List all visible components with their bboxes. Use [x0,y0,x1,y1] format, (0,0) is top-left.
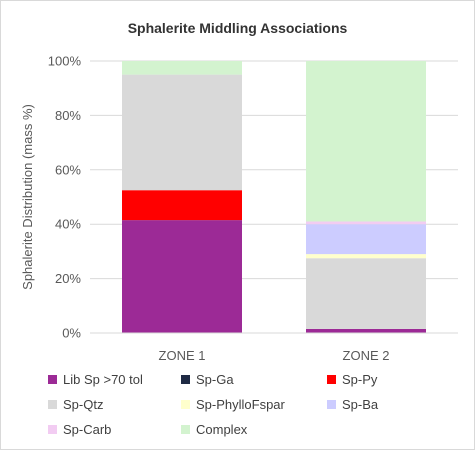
bar-segment [306,224,426,255]
bar-segment [122,74,242,191]
legend-label: Sp-Ba [342,397,379,412]
x-tick-label: ZONE 2 [343,348,390,363]
bar-segment [122,220,242,333]
legend-item: Sp-Ga [181,372,234,387]
legend-label: Sp-Py [342,372,378,387]
legend-label: Sp-Carb [63,422,112,437]
bar-segment [306,328,426,333]
legend-item: Lib Sp >70 tol [48,372,143,387]
legend-swatch [181,375,190,384]
legend-swatch [48,400,57,409]
legend-label: Sp-Qtz [63,397,104,412]
legend-swatch [181,400,190,409]
y-tick-label: 100% [48,54,82,69]
legend-swatch [181,425,190,434]
bar-segment [122,61,242,75]
bar-segment [306,221,426,225]
y-tick-label: 20% [55,271,81,286]
y-tick-label: 40% [55,217,81,232]
legend-label: Lib Sp >70 tol [63,372,143,387]
legend-swatch [48,375,57,384]
legend-item: Sp-Py [327,372,377,387]
legend-label: Complex [196,422,248,437]
legend-item: Sp-Carb [48,422,111,437]
legend-swatch [327,375,336,384]
y-tick-label: 0% [62,326,81,341]
y-axis-title: Sphalerite Distribution (mass %) [20,104,35,290]
legend-item: Complex [181,422,247,437]
legend-label: Sp-Ga [196,372,234,387]
legend-item: Sp-PhylloFspar [181,397,285,412]
legend-item: Sp-Ba [327,397,378,412]
bar-segment [122,190,242,221]
legend-item: Sp-Qtz [48,397,103,412]
legend-label: Sp-PhylloFspar [196,397,285,412]
y-tick-label: 60% [55,162,81,177]
bar-segment [306,258,426,329]
legend-swatch [48,425,57,434]
bar-segment [306,61,426,222]
x-tick-label: ZONE 1 [159,348,206,363]
bar-segment [306,254,426,259]
y-tick-label: 80% [55,108,81,123]
chart-title: Sphalerite Middling Associations [127,20,348,36]
legend-swatch [327,400,336,409]
